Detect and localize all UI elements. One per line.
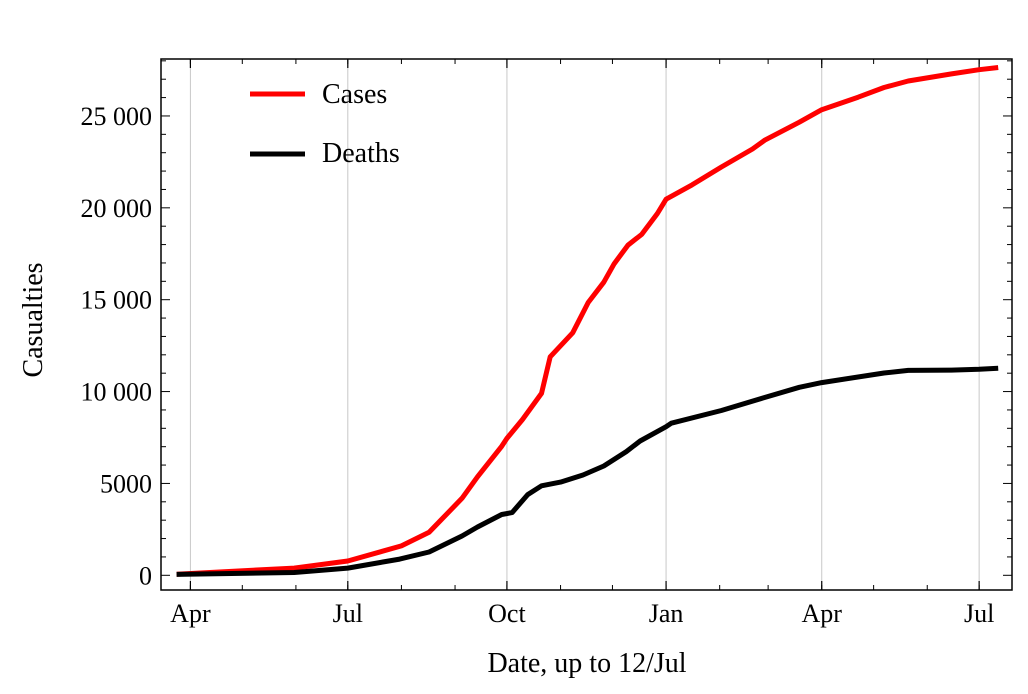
- y-tick-label: 20 000: [81, 194, 153, 223]
- series-line-deaths: [176, 365, 999, 577]
- x-tick-label: Jan: [649, 599, 684, 628]
- y-tick-label: 0: [139, 561, 152, 590]
- x-tick-labels: Apr Jul Oct Jan Apr Jul: [170, 599, 994, 628]
- x-tick-label: Apr: [170, 599, 211, 628]
- series-lines: [176, 65, 999, 577]
- x-tick-label: Apr: [802, 599, 843, 628]
- legend: Cases Deaths: [250, 79, 400, 169]
- legend-label-cases: Cases: [322, 79, 387, 110]
- x-tick-label: Jul: [964, 599, 994, 628]
- gridlines: [189, 59, 980, 590]
- x-axis-label: Date, up to 12/Jul: [487, 648, 686, 679]
- y-tick-label: 5000: [100, 469, 152, 498]
- y-tick-label: 10 000: [81, 378, 153, 407]
- y-tick-label: 15 000: [81, 286, 153, 315]
- series-line-cases: [176, 65, 999, 577]
- x-tick-label: Jul: [333, 599, 363, 628]
- axis-ticks: [161, 59, 1012, 590]
- y-tick-label: 25 000: [81, 102, 153, 131]
- y-tick-labels: 0 5000 10 000 15 000 20 000 25 000: [81, 102, 153, 590]
- legend-label-deaths: Deaths: [322, 138, 400, 169]
- x-tick-label: Oct: [488, 599, 526, 628]
- plot-frame: [160, 58, 1013, 591]
- y-axis-label: Casualties: [18, 262, 49, 377]
